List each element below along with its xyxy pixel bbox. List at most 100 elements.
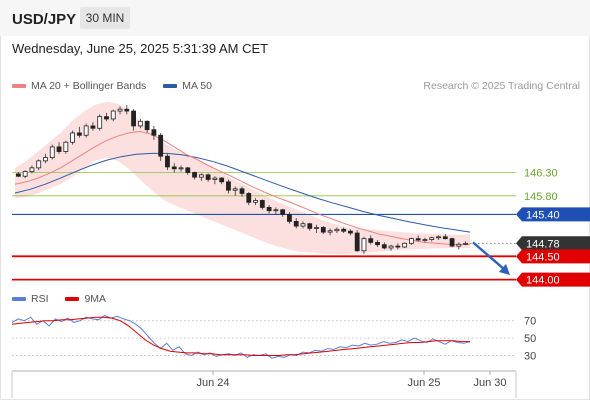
price-legend: MA 20 + Bollinger Bands MA 50 (12, 80, 226, 92)
rsi-tick-70: 70 (524, 316, 536, 328)
candle-down (375, 241, 380, 246)
candle-down (348, 230, 353, 234)
candle-up (463, 242, 469, 245)
legend-ma20-label: MA 20 + Bollinger Bands (31, 80, 147, 92)
candle-down (185, 167, 191, 173)
candle-down (442, 236, 448, 240)
symbol-title: USD/JPY (12, 11, 77, 28)
candle-up (388, 245, 394, 249)
candle-up (300, 223, 306, 227)
candle-down (131, 110, 136, 127)
legend-ma50: MA 50 (163, 80, 212, 92)
candle-down (266, 207, 272, 212)
level-tag-144-50 (516, 249, 590, 264)
candle-down (76, 132, 82, 136)
candle-down (124, 108, 130, 112)
candle-down (368, 238, 374, 243)
forecast-arrow-head (499, 263, 510, 275)
bollinger-band (15, 101, 470, 254)
candle-down (293, 221, 299, 227)
candle-down (307, 223, 313, 229)
candle-up (63, 141, 69, 152)
candle-down (15, 173, 21, 177)
candle-down (259, 200, 265, 208)
candle-up (253, 200, 258, 203)
timestamp: Wednesday, June 25, 2025 5:31:39 AM CET (12, 41, 269, 56)
candle-up (43, 157, 48, 162)
candle-down (158, 134, 164, 157)
candle-up (97, 116, 103, 129)
candle-down (151, 129, 157, 136)
candle-up (334, 228, 340, 232)
legend-rsi: RSI (12, 293, 49, 305)
candle-down (104, 116, 109, 120)
candle-up (314, 227, 319, 229)
candle-down (415, 238, 421, 241)
candle-down (144, 120, 150, 131)
candle-down (381, 244, 387, 249)
candle-down (219, 177, 225, 183)
candle-down (354, 232, 360, 252)
legend-9ma-label: 9MA (84, 293, 107, 305)
candle-up (29, 167, 35, 172)
candle-up (110, 110, 116, 120)
legend-ma20: MA 20 + Bollinger Bands (12, 80, 146, 92)
level-label-145-80: 145.80 (524, 191, 558, 203)
candle-down (320, 227, 326, 233)
candle-down (56, 146, 62, 152)
ma20-line (14, 130, 471, 246)
candle-up (198, 174, 204, 178)
forecast-arrow-shaft (472, 241, 506, 271)
candle-up (422, 239, 428, 241)
credit-text: Research © 2025 Trading Central (423, 80, 580, 92)
level-label-144-78: 144.78 (526, 238, 560, 250)
level-tag-145-40 (516, 207, 590, 222)
rsi-ma9-line (11, 316, 470, 356)
candle-down (90, 125, 96, 129)
time-tick-label: Jun 25 (407, 377, 440, 389)
rsi-tick-50: 50 (524, 333, 536, 345)
legend-9ma: 9MA (65, 293, 106, 305)
rsi-tick-30: 30 (524, 351, 536, 363)
candle-up (429, 237, 435, 240)
ma50-line (14, 152, 471, 233)
level-label-146-30: 146.30 (524, 168, 558, 180)
candle-down (341, 228, 347, 232)
candle-up (212, 177, 218, 180)
candle-up (361, 238, 367, 252)
legend-ma50-label: MA 50 (182, 80, 212, 92)
time-tick-label: Jun 24 (196, 377, 229, 389)
candle-down (239, 188, 245, 194)
candle-down (226, 181, 231, 191)
timeframe-badge[interactable]: 30 MIN (80, 7, 130, 29)
candle-down (171, 166, 177, 170)
candle-up (273, 209, 279, 212)
candle-up (436, 236, 441, 239)
candle-down (395, 245, 401, 248)
candle-up (409, 238, 414, 244)
time-tick-label: Jun 30 (473, 377, 506, 389)
candle-up (117, 108, 123, 112)
candle-up (456, 243, 462, 247)
rsi-legend: RSI 9MA (12, 293, 120, 305)
ma50-swatch (163, 84, 178, 89)
candle-up (36, 160, 42, 169)
candle-up (232, 188, 238, 191)
rsi-swatch (12, 297, 26, 302)
candle-up (83, 125, 89, 136)
level-label-144-50: 144.50 (526, 251, 560, 263)
level-tag-144-78 (516, 236, 590, 251)
candle-up (70, 132, 75, 143)
candle-up (178, 167, 184, 170)
candle-up (49, 146, 55, 159)
legend-rsi-label: RSI (31, 293, 49, 305)
candle-up (137, 120, 143, 127)
candle-down (287, 214, 292, 222)
candle-up (327, 230, 333, 233)
candle-up (22, 171, 28, 177)
candle-down (449, 238, 455, 247)
ma20-swatch (12, 84, 26, 89)
candle-down (280, 209, 286, 215)
level-label-145-40: 145.40 (526, 209, 560, 221)
